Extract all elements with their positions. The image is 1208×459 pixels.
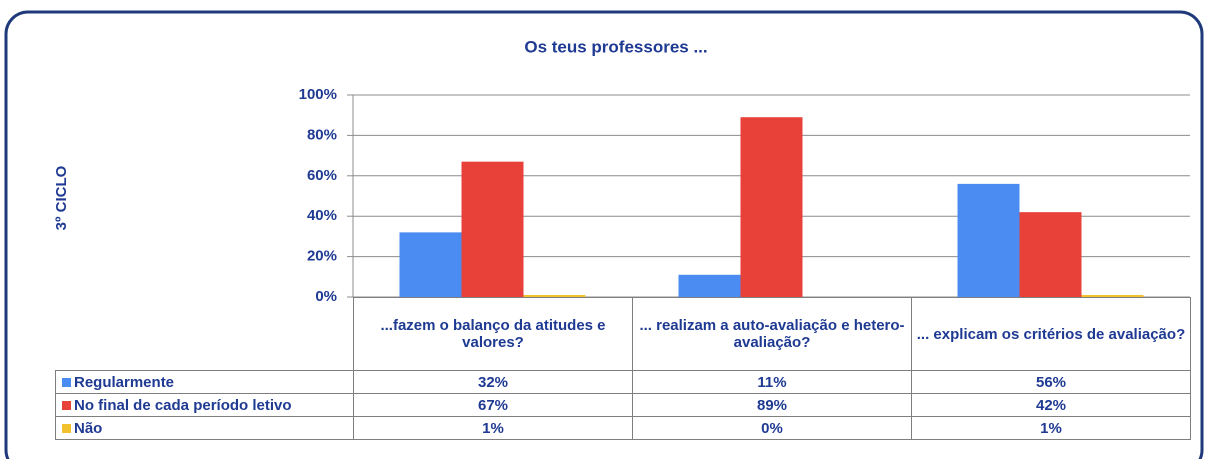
data-label: 89% [632, 393, 912, 417]
y-tick-label: 80% [307, 126, 337, 143]
bar [740, 117, 803, 297]
data-label-text: 11% [757, 373, 787, 391]
legend-text: Não [74, 419, 103, 437]
y-tick-label: 100% [299, 86, 337, 103]
legend-swatch [62, 400, 71, 410]
legend-entry: No final de cada período letivo [55, 393, 354, 417]
category-label-text: ...fazem o balanço da atitudes e valores… [380, 317, 606, 351]
data-label: 56% [911, 370, 1191, 394]
data-label-text: 1% [482, 419, 504, 437]
data-label-text: 67% [477, 396, 509, 414]
data-label-text: 56% [1035, 373, 1067, 391]
data-label-text: 42% [1035, 396, 1067, 414]
bar [678, 274, 741, 297]
data-label: 1% [353, 416, 633, 440]
chart-title: Os teus professores ... [524, 37, 707, 56]
data-label: 1% [911, 416, 1191, 440]
y-tick-label: 40% [307, 207, 337, 224]
bar [399, 232, 462, 297]
bar [1019, 212, 1082, 297]
category-label: ... realizam a auto-avaliação e hetero-a… [632, 297, 912, 371]
bar [523, 294, 586, 297]
data-label: 42% [911, 393, 1191, 417]
bar [957, 183, 1020, 297]
legend-text: Regularmente [74, 373, 175, 391]
data-label: 32% [353, 370, 633, 394]
bar [1081, 294, 1144, 297]
category-label: ...fazem o balanço da atitudes e valores… [353, 297, 633, 371]
y-tick-label: 20% [307, 248, 337, 265]
legend-text: No final de cada período letivo [74, 396, 292, 414]
category-label: ... explicam os critérios de avaliação? [911, 297, 1191, 371]
data-label-text: 0% [761, 419, 783, 437]
y-axis-label: 3º CICLO [53, 165, 70, 230]
data-label-text: 32% [477, 373, 509, 391]
legend-swatch [62, 423, 71, 433]
legend-swatch [62, 377, 71, 387]
legend-entry: Não [55, 416, 354, 440]
data-label-text: 89% [756, 396, 788, 414]
bar [461, 161, 524, 297]
category-label-text: ... explicam os critérios de avaliação? [916, 325, 1186, 343]
y-tick-label: 0% [315, 288, 337, 305]
data-label-text: 1% [1040, 419, 1062, 437]
data-label: 67% [353, 393, 633, 417]
y-tick-label: 60% [307, 167, 337, 184]
data-label: 0% [632, 416, 912, 440]
data-label: 11% [632, 370, 912, 394]
legend-entry: Regularmente [55, 370, 354, 394]
category-label-text: ... realizam a auto-avaliação e hetero-a… [639, 317, 905, 351]
